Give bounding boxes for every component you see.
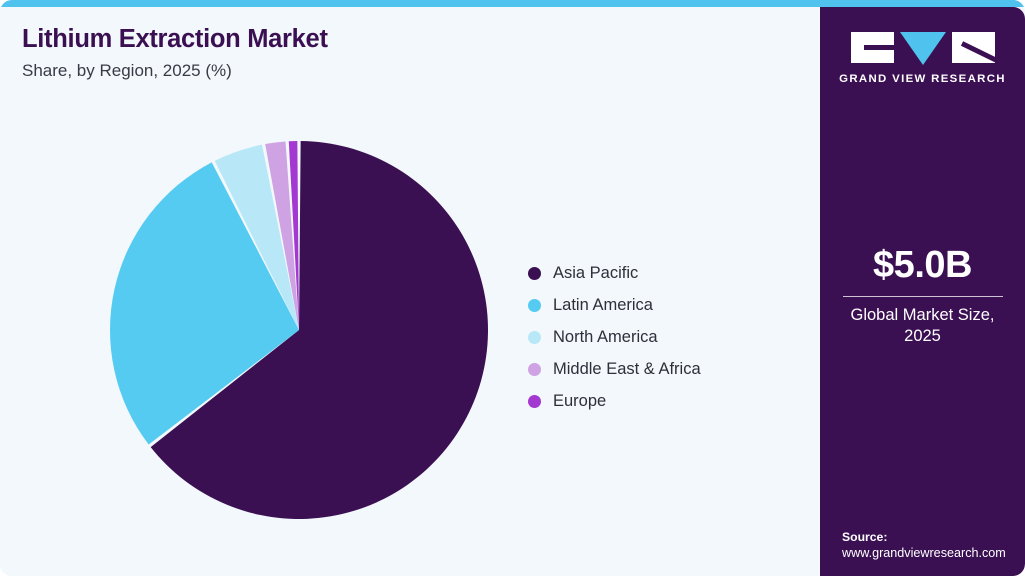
logo-r-icon: [951, 32, 995, 63]
legend-swatch-icon: [528, 330, 541, 344]
pie-chart: [109, 140, 489, 520]
market-size-stat: $5.0B Global Market Size, 2025: [820, 244, 1025, 348]
pie-slice[interactable]: [214, 144, 299, 330]
logo-g-icon: [850, 32, 894, 63]
pie-chart-svg: [110, 141, 489, 520]
legend-item-asia-pacific[interactable]: Asia Pacific: [528, 257, 701, 289]
pie-slice[interactable]: [150, 141, 489, 520]
legend-item-label: North America: [553, 327, 658, 346]
logo-marks: [850, 32, 995, 65]
legend-swatch-icon: [528, 298, 541, 312]
source-block: Source: www.grandviewresearch.com: [842, 530, 1006, 560]
legend-item-north-america[interactable]: North America: [528, 321, 701, 353]
top-accent-bar: [0, 0, 1025, 7]
legend-swatch-icon: [528, 266, 541, 280]
legend-item-middle-east-africa[interactable]: Middle East & Africa: [528, 353, 701, 385]
page-title: Lithium Extraction Market: [22, 25, 328, 53]
legend-item-europe[interactable]: Europe: [528, 385, 701, 417]
pie-slice[interactable]: [265, 141, 299, 330]
source-label: Source:: [842, 530, 888, 544]
legend-item-label: Asia Pacific: [553, 263, 639, 282]
legend-swatch-icon: [528, 394, 541, 408]
grand-view-research-logo: GRAND VIEW RESEARCH: [820, 32, 1025, 85]
logo-wordmark: GRAND VIEW RESEARCH: [839, 73, 1006, 85]
market-size-value: $5.0B: [873, 244, 972, 286]
page-subtitle: Share, by Region, 2025 (%): [22, 61, 232, 80]
pie-slice[interactable]: [288, 141, 299, 330]
legend-item-label: Middle East & Africa: [553, 359, 701, 378]
pie-slice-group: [110, 141, 489, 520]
market-size-caption: Global Market Size, 2025: [850, 306, 995, 346]
source-url[interactable]: www.grandviewresearch.com: [842, 546, 1006, 560]
stat-divider: [842, 296, 1003, 297]
legend-item-latin-america[interactable]: Latin America: [528, 289, 701, 321]
legend-item-label: Latin America: [553, 295, 653, 314]
logo-v-triangle-icon: [899, 32, 946, 65]
chart-legend: Asia Pacific Latin America North America…: [528, 257, 701, 417]
chart-panel: Lithium Extraction Market Share, by Regi…: [0, 7, 820, 576]
legend-item-label: Europe: [553, 391, 607, 410]
legend-swatch-icon: [528, 362, 541, 376]
brand-sidebar: GRAND VIEW RESEARCH $5.0B Global Market …: [820, 7, 1025, 576]
pie-slice[interactable]: [110, 162, 299, 445]
